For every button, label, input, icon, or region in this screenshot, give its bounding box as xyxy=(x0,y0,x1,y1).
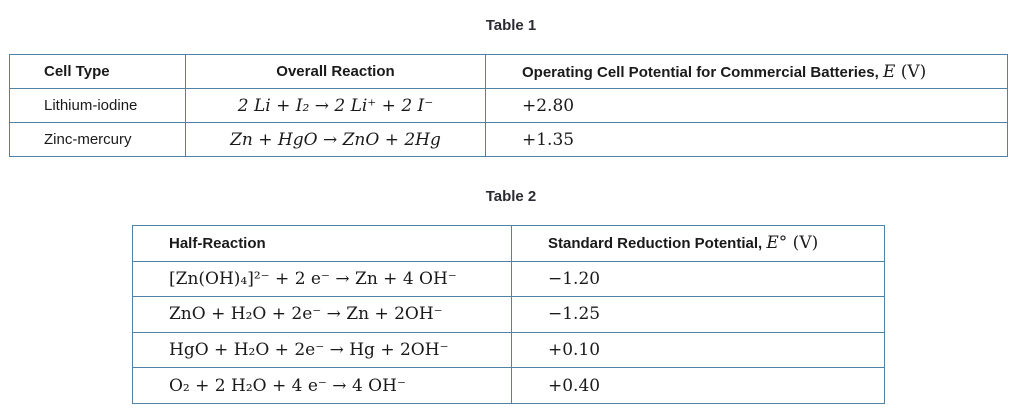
header-cell-type: Cell Type xyxy=(9,54,186,89)
header-standard-potential: Standard Reduction Potential, E° (V) xyxy=(511,225,885,262)
header-standard-potential-label: Standard Reduction Potential, xyxy=(548,235,767,253)
unit-volts: (V) xyxy=(787,233,819,254)
table-row: Lithium-iodine 2 Li + I₂ → 2 Li⁺ + 2 I⁻ … xyxy=(9,88,1008,123)
header-overall-reaction: Overall Reaction xyxy=(185,54,486,89)
standard-potential: −1.20 xyxy=(511,260,885,298)
symbol-E: E xyxy=(882,61,896,82)
table2-header-row: Half-Reaction Standard Reduction Potenti… xyxy=(132,225,885,262)
table-row: HgO + H₂O + 2e⁻ → Hg + 2OH⁻ +0.10 xyxy=(132,331,885,369)
standard-potential: +0.10 xyxy=(511,331,885,369)
header-operating-potential-label: Operating Cell Potential for Commercial … xyxy=(522,63,883,81)
table1-header-row: Cell Type Overall Reaction Operating Cel… xyxy=(9,54,1008,89)
half-reaction: ZnO + H₂O + 2e⁻ → Zn + 2OH⁻ xyxy=(132,296,512,333)
cell-type: Lithium-iodine xyxy=(9,88,186,123)
standard-potential: −1.25 xyxy=(511,296,885,333)
standard-potential: +0.40 xyxy=(511,367,885,404)
table-row: ZnO + H₂O + 2e⁻ → Zn + 2OH⁻ −1.25 xyxy=(132,296,885,333)
symbol-E-standard: E° xyxy=(766,233,788,254)
operating-potential: +2.80 xyxy=(485,88,1008,123)
table-row: [Zn(OH)₄]²⁻ + 2 e⁻ → Zn + 4 OH⁻ −1.20 xyxy=(132,260,885,298)
unit-volts: (V) xyxy=(895,61,927,82)
table-row: O₂ + 2 H₂O + 4 e⁻ → 4 OH⁻ +0.40 xyxy=(132,367,885,404)
half-reaction: HgO + H₂O + 2e⁻ → Hg + 2OH⁻ xyxy=(132,331,512,369)
cell-type: Zinc-mercury xyxy=(9,122,186,157)
header-operating-potential: Operating Cell Potential for Commercial … xyxy=(485,54,1008,89)
overall-reaction: 2 Li + I₂ → 2 Li⁺ + 2 I⁻ xyxy=(185,88,486,123)
half-reaction: [Zn(OH)₄]²⁻ + 2 e⁻ → Zn + 4 OH⁻ xyxy=(132,260,512,298)
overall-reaction: Zn + HgO → ZnO + 2Hg xyxy=(185,122,486,157)
table2-reduction-potentials: Half-Reaction Standard Reduction Potenti… xyxy=(132,225,885,404)
table1-caption: Table 1 xyxy=(485,17,537,34)
table-row: Zinc-mercury Zn + HgO → ZnO + 2Hg +1.35 xyxy=(9,122,1008,157)
half-reaction: O₂ + 2 H₂O + 4 e⁻ → 4 OH⁻ xyxy=(132,367,512,404)
operating-potential: +1.35 xyxy=(485,122,1008,157)
table1-cell-potentials: Cell Type Overall Reaction Operating Cel… xyxy=(9,54,1008,157)
table2-caption: Table 2 xyxy=(485,188,537,205)
header-half-reaction: Half-Reaction xyxy=(132,225,512,262)
